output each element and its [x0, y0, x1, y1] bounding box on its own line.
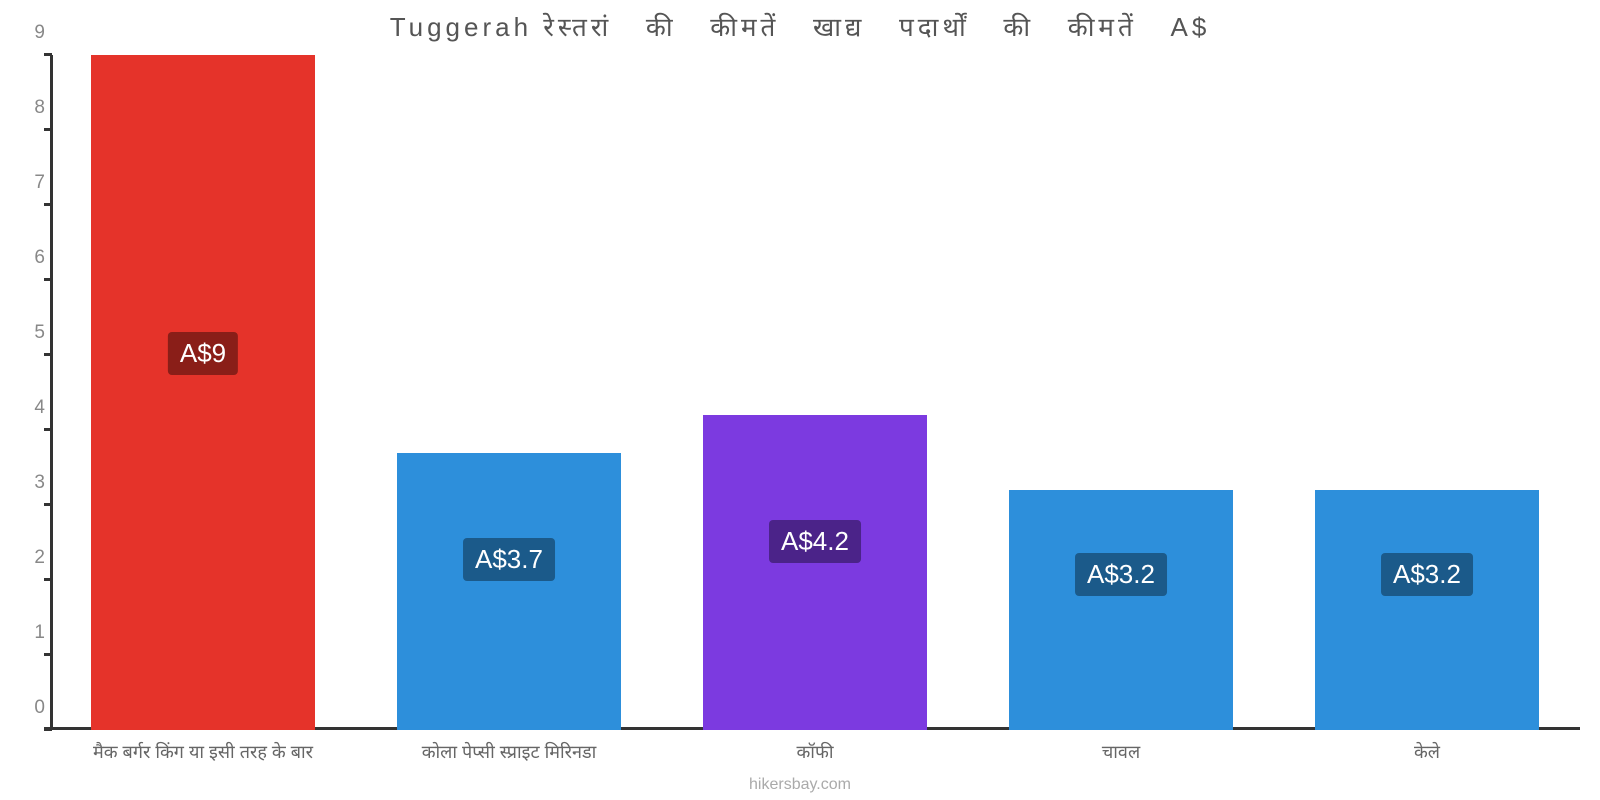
y-tick-label: 7 [10, 172, 45, 194]
y-tick-label: 9 [10, 22, 45, 44]
plot-area: 0123456789A$9मैक बर्गर किंग या इसी तरह क… [50, 55, 1580, 730]
y-tick-mark [44, 353, 52, 356]
bar: A$4.2 [703, 415, 926, 730]
bar-value-badge: A$3.7 [463, 538, 555, 581]
bar-value-badge: A$4.2 [769, 520, 861, 563]
y-tick-label: 4 [10, 397, 45, 419]
bar-value-badge: A$9 [168, 332, 238, 375]
bar: A$3.2 [1009, 490, 1232, 730]
y-tick-mark [44, 728, 52, 731]
bar-value-badge: A$3.2 [1381, 553, 1473, 596]
y-tick-mark [44, 203, 52, 206]
x-category-label: चावल [1102, 740, 1140, 764]
y-tick-mark [44, 578, 52, 581]
y-tick-mark [44, 653, 52, 656]
price-bar-chart: Tuggerah रेस्तरां की कीमतें खाद्य पदार्थ… [0, 0, 1600, 800]
y-tick-mark [44, 503, 52, 506]
x-category-label: केले [1414, 740, 1440, 764]
y-tick-label: 5 [10, 322, 45, 344]
bar-value-badge: A$3.2 [1075, 553, 1167, 596]
x-category-label: मैक बर्गर किंग या इसी तरह के बार [93, 740, 313, 764]
bar: A$3.7 [397, 453, 620, 731]
bar: A$3.2 [1315, 490, 1538, 730]
y-tick-label: 8 [10, 97, 45, 119]
y-tick-label: 0 [10, 697, 45, 719]
bar: A$9 [91, 55, 314, 730]
y-tick-mark [44, 278, 52, 281]
y-tick-label: 2 [10, 547, 45, 569]
y-tick-label: 3 [10, 472, 45, 494]
credit-text: hikersbay.com [0, 776, 1600, 794]
y-tick-mark [44, 53, 52, 56]
y-tick-mark [44, 428, 52, 431]
x-category-label: कोला पेप्सी स्प्राइट मिरिनडा [422, 740, 597, 764]
chart-title: Tuggerah रेस्तरां की कीमतें खाद्य पदार्थ… [0, 8, 1600, 44]
y-tick-label: 1 [10, 622, 45, 644]
x-category-label: कॉफी [796, 740, 833, 764]
y-tick-mark [44, 128, 52, 131]
y-tick-label: 6 [10, 247, 45, 269]
y-axis-line [50, 55, 53, 730]
